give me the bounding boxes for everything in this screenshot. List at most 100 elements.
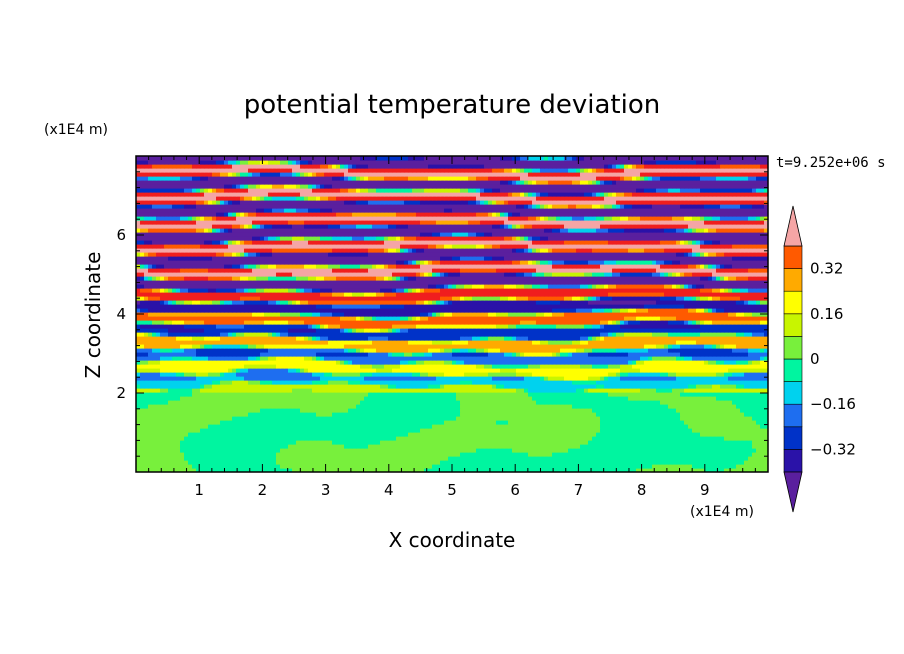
field-cell [144,464,149,469]
field-cell [416,364,421,369]
field-cell [588,356,593,361]
field-cell [212,360,217,365]
field-cell [628,404,633,409]
field-cell [556,464,561,469]
field-cell [184,452,189,457]
field-cell [500,380,505,385]
field-cell [292,368,297,373]
field-cell [664,376,669,381]
field-cell [296,408,301,413]
field-cell [236,384,241,389]
field-cell [144,392,149,397]
field-cell [396,412,401,417]
field-cell [388,392,393,397]
field-cell [748,412,753,417]
field-cell [684,388,689,393]
field-cell [444,376,449,381]
field-cell [200,436,205,441]
field-cell [568,420,573,425]
field-cell [620,372,625,377]
field-cell [408,344,413,349]
field-cell [356,364,361,369]
field-cell [664,372,669,377]
field-cell [344,436,349,441]
field-cell [156,432,161,437]
field-cell [644,364,649,369]
field-cell [408,384,413,389]
field-cell [372,420,377,425]
field-cell [516,348,521,353]
field-cell [608,396,613,401]
field-cell [532,456,537,461]
field-cell [428,372,433,377]
field-cell [592,384,597,389]
field-cell [620,468,625,472]
field-cell [648,352,653,357]
field-cell [364,436,369,441]
field-cell [676,404,681,409]
field-cell [584,440,589,445]
field-cell [684,348,689,353]
field-cell [256,440,261,445]
field-cell [464,408,469,413]
field-cell [420,396,425,401]
field-cell [428,436,433,441]
field-cell [688,408,693,413]
field-cell [272,456,277,461]
field-cell [152,408,157,413]
field-cell [316,384,321,389]
field-cell [644,392,649,397]
field-cell [292,412,297,417]
field-cell [728,400,733,405]
field-cell [548,412,553,417]
field-cell [556,452,561,457]
field-cell [136,460,141,465]
field-cell [660,420,665,425]
field-cell [300,376,305,381]
field-cell [228,448,233,453]
field-cell [428,468,433,472]
field-cell [492,448,497,453]
field-cell [256,372,261,377]
field-cell [208,416,213,421]
field-cell [152,420,157,425]
field-cell [588,420,593,425]
field-cell [440,448,445,453]
field-cell [608,420,613,425]
field-cell [600,376,605,381]
field-cell [316,344,321,349]
field-cell [460,352,465,357]
field-cell [452,376,457,381]
field-cell [472,452,477,457]
field-cell [172,420,177,425]
field-cell [544,396,549,401]
field-cell [288,364,293,369]
field-cell [272,440,277,445]
field-cell [384,444,389,449]
field-cell [504,380,509,385]
field-cell [500,428,505,433]
field-cell [612,368,617,373]
field-cell [532,400,537,405]
field-cell [144,400,149,405]
field-cell [492,368,497,373]
field-cell [572,428,577,433]
field-cell [264,404,269,409]
field-cell [740,448,745,453]
field-cell [168,372,173,377]
field-cell [408,436,413,441]
field-cell [596,452,601,457]
field-cell [372,444,377,449]
field-cell [652,376,657,381]
field-cell [428,408,433,413]
field-cell [152,388,157,393]
field-cell [500,372,505,377]
field-cell [144,440,149,445]
field-cell [276,396,281,401]
field-cell [632,396,637,401]
field-cell [700,392,705,397]
field-cell [468,360,473,365]
field-cell [236,432,241,437]
field-cell [484,384,489,389]
field-cell [244,424,249,429]
